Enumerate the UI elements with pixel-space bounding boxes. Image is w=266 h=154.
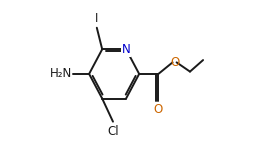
Text: O: O	[154, 103, 163, 116]
Text: N: N	[122, 43, 130, 56]
Text: I: I	[95, 12, 98, 25]
Text: H₂N: H₂N	[50, 67, 72, 80]
Text: O: O	[170, 56, 179, 69]
Text: Cl: Cl	[107, 125, 119, 138]
